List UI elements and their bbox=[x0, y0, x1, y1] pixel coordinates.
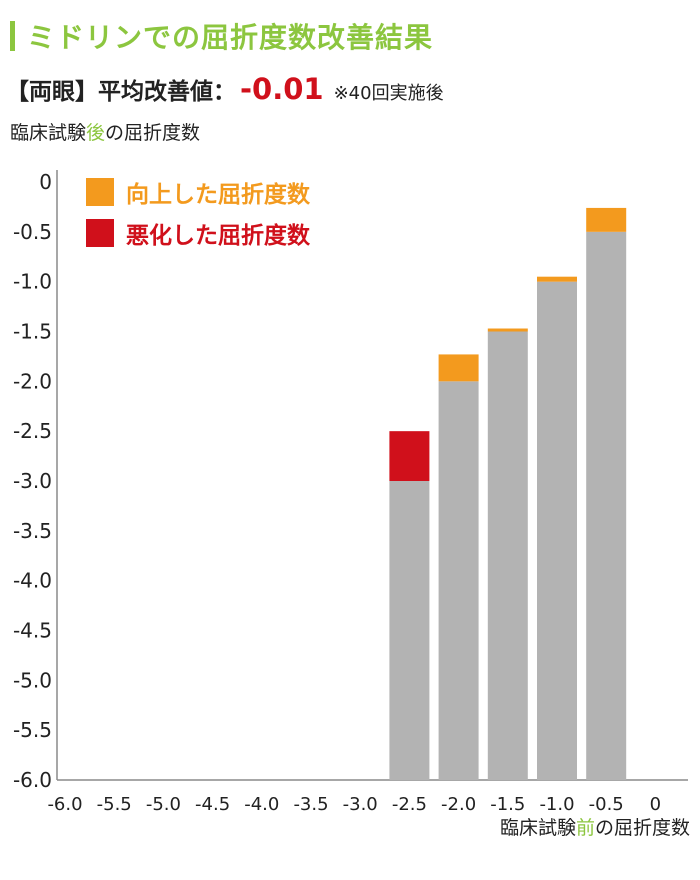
y-axis-title-part: の屈折度数 bbox=[105, 122, 201, 144]
y-tick-label: -1.0 bbox=[13, 270, 52, 294]
bar-base bbox=[487, 331, 528, 780]
legend-swatch-improved bbox=[86, 178, 114, 206]
x-tick-label: -1.0 bbox=[539, 794, 574, 815]
bar-improved-segment bbox=[438, 354, 479, 382]
legend-swatch-worsened bbox=[86, 219, 114, 247]
x-tick-label: -5.5 bbox=[97, 794, 132, 815]
x-axis-title-part: の屈折度数 bbox=[594, 817, 690, 839]
x-tick-label: -5.0 bbox=[146, 794, 181, 815]
y-tick-label: 0 bbox=[39, 170, 52, 194]
y-tick-label: -1.5 bbox=[13, 320, 52, 344]
y-axis-title-part: 臨床試験 bbox=[10, 122, 87, 144]
y-tick-label: -3.5 bbox=[13, 519, 52, 543]
x-tick-label: -4.5 bbox=[195, 794, 230, 815]
summary-label: 【両眼】平均改善値： bbox=[6, 79, 236, 105]
legend-label-worsened: 悪化した屈折度数 bbox=[126, 222, 311, 249]
x-axis-title: 臨床試験前の屈折度数 bbox=[500, 813, 690, 840]
x-axis-title-part: 臨床試験 bbox=[499, 817, 576, 839]
y-axis-title-highlight: 後 bbox=[86, 122, 106, 144]
title-row: ミドリンでの屈折度数改善結果 bbox=[10, 14, 433, 58]
x-tick-label: -6.0 bbox=[47, 794, 82, 815]
title-accent-bar bbox=[10, 21, 15, 51]
bar-improved-segment bbox=[487, 328, 528, 332]
x-tick-label: -3.5 bbox=[293, 794, 328, 815]
y-tick-label: -6.0 bbox=[13, 768, 52, 792]
y-tick-label: -3.0 bbox=[13, 469, 52, 493]
bar-base bbox=[537, 281, 577, 780]
bar-improved-segment bbox=[537, 276, 577, 282]
summary-note: ※40回実施後 bbox=[333, 83, 444, 104]
y-tick-label: -0.5 bbox=[13, 220, 52, 244]
x-tick-label: -2.5 bbox=[392, 794, 427, 815]
x-tick-label: -3.0 bbox=[343, 794, 378, 815]
y-tick-label: -4.0 bbox=[13, 569, 52, 593]
y-tick-label: -4.5 bbox=[13, 619, 52, 643]
y-tick-label: -2.0 bbox=[13, 369, 52, 393]
legend-label-improved: 向上した屈折度数 bbox=[126, 181, 311, 208]
bar-improved-segment bbox=[586, 207, 627, 232]
y-tick-label: -5.0 bbox=[13, 668, 52, 692]
x-tick-label: -1.5 bbox=[490, 794, 525, 815]
y-axis-title: 臨床試験後の屈折度数 bbox=[10, 118, 200, 145]
x-tick-label: -0.5 bbox=[589, 794, 624, 815]
summary-value: -0.01 bbox=[240, 72, 324, 106]
y-tick-label: -2.5 bbox=[13, 419, 52, 443]
bar-base bbox=[586, 231, 627, 781]
y-tick-label: -5.5 bbox=[13, 718, 52, 742]
bar-base bbox=[438, 381, 479, 780]
x-tick-label: -2.0 bbox=[441, 794, 476, 815]
x-tick-label: 0 bbox=[650, 794, 661, 815]
x-tick-label: -4.0 bbox=[244, 794, 279, 815]
bar-base bbox=[389, 481, 430, 780]
x-axis-title-highlight: 前 bbox=[575, 817, 595, 839]
page-title: ミドリンでの屈折度数改善結果 bbox=[27, 21, 434, 54]
summary-line: 【両眼】平均改善値： -0.01 ※40回実施後 bbox=[6, 72, 444, 106]
bar-worsened-segment bbox=[389, 431, 430, 481]
